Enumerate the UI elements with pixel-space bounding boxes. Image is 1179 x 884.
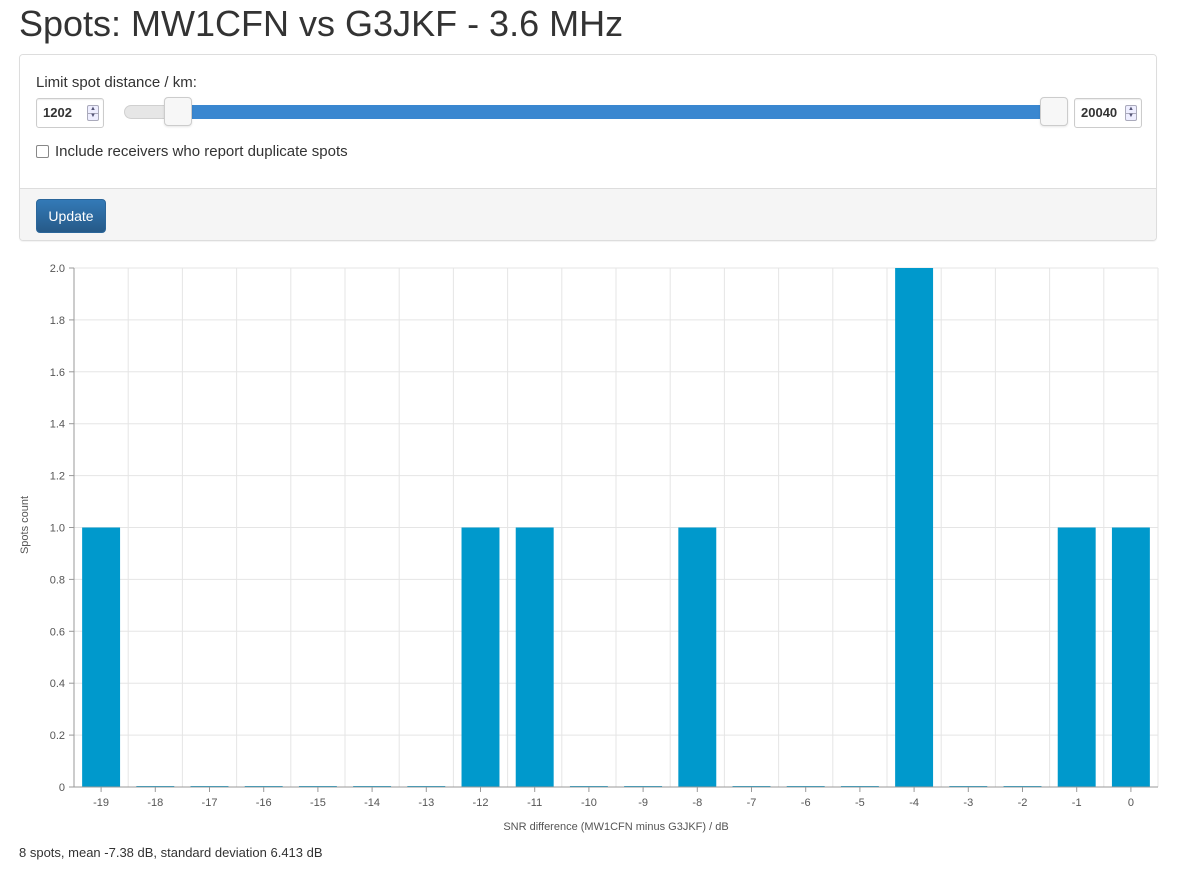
x-tick-label: -14 <box>364 797 380 809</box>
x-tick-label: -19 <box>93 797 109 809</box>
bar <box>461 527 500 787</box>
chart-grid <box>73 267 1159 788</box>
x-tick-label: -17 <box>202 797 218 809</box>
min-distance-input[interactable] <box>43 105 87 120</box>
x-tick-label: -9 <box>638 797 648 809</box>
chart-bars <box>82 268 1150 787</box>
x-tick-label: -2 <box>1018 797 1028 809</box>
spin-down-icon[interactable]: ▼ <box>90 113 96 119</box>
x-tick-label: -15 <box>310 797 326 809</box>
y-tick-labels: 0 0.2 0.4 0.6 0.8 1.0 1.2 1.4 1.6 1.8 2.0 <box>50 263 65 794</box>
x-tick-label: -11 <box>527 797 542 809</box>
x-tick-label: -5 <box>855 797 865 809</box>
limit-distance-label: Limit spot distance / km: <box>36 74 197 91</box>
update-button[interactable]: Update <box>36 199 106 233</box>
filter-panel-body: Limit spot distance / km: ▲ ▼ ▲ ▼ Includ… <box>20 55 1156 188</box>
page-title: Spots: MW1CFN vs G3JKF - 3.6 MHz <box>19 3 624 44</box>
y-tick-label: 0.6 <box>50 626 65 638</box>
x-tick-label: -16 <box>256 797 272 809</box>
x-tick-label: -1 <box>1072 797 1082 809</box>
y-tick-label: 1.4 <box>50 419 65 431</box>
x-tick-label: -6 <box>801 797 811 809</box>
x-tick-label: -7 <box>747 797 757 809</box>
distance-slider-min-handle[interactable] <box>164 97 192 126</box>
x-tick-label: -18 <box>147 797 163 809</box>
filter-panel: Limit spot distance / km: ▲ ▼ ▲ ▼ Includ… <box>19 54 1157 241</box>
max-distance-spinner[interactable]: ▲ ▼ <box>1074 98 1142 128</box>
min-distance-spin-buttons[interactable]: ▲ ▼ <box>87 105 99 121</box>
spin-up-icon[interactable]: ▲ <box>1126 106 1136 114</box>
min-distance-spinner[interactable]: ▲ ▼ <box>36 98 104 128</box>
x-tick-label: -12 <box>473 797 489 809</box>
bar <box>1057 527 1096 787</box>
y-tick-label: 1.6 <box>50 367 65 379</box>
chart-axes <box>69 267 1158 792</box>
include-duplicates-label[interactable]: Include receivers who report duplicate s… <box>55 143 348 160</box>
y-tick-label: 0.8 <box>50 574 65 586</box>
spin-up-icon[interactable]: ▲ <box>88 106 98 114</box>
distance-slider-max-handle[interactable] <box>1040 97 1068 126</box>
bar <box>895 268 934 787</box>
x-tick-label: -13 <box>418 797 434 809</box>
x-axis-label: SNR difference (MW1CFN minus G3JKF) / dB <box>503 821 728 833</box>
bar <box>515 527 554 787</box>
y-axis-label: Spots count <box>19 496 31 554</box>
x-tick-label: -8 <box>692 797 702 809</box>
max-distance-input[interactable] <box>1081 105 1125 120</box>
bar <box>1111 527 1150 787</box>
y-tick-label: 0 <box>59 782 65 794</box>
include-duplicates-checkbox[interactable] <box>36 145 49 158</box>
y-tick-label: 0.4 <box>50 678 65 690</box>
bar <box>678 527 717 787</box>
snr-difference-chart: 0 0.2 0.4 0.6 0.8 1.0 1.2 1.4 1.6 1.8 2.0 -19 -18 -1… <box>19 263 1159 833</box>
x-tick-label: -3 <box>963 797 973 809</box>
x-tick-label: -10 <box>581 797 597 809</box>
filter-panel-footer: Update <box>20 188 1156 240</box>
y-tick-label: 1.0 <box>50 523 65 535</box>
y-tick-label: 1.8 <box>50 315 65 327</box>
bar <box>82 527 121 787</box>
spin-down-icon[interactable]: ▼ <box>1128 113 1134 119</box>
max-distance-spin-buttons[interactable]: ▲ ▼ <box>1125 105 1137 121</box>
y-tick-label: 0.2 <box>50 730 65 742</box>
y-tick-label: 2.0 <box>50 263 65 275</box>
distance-slider-range <box>180 105 1052 119</box>
x-tick-labels: -19 -18 -17 -16 -15 -14 -13 -12 -11 -10 -9 -8 -7 -6 -5… <box>93 797 1134 809</box>
y-tick-label: 1.2 <box>50 471 65 483</box>
x-tick-label: -4 <box>909 797 919 809</box>
x-tick-label: 0 <box>1128 797 1134 809</box>
summary-statistics: 8 spots, mean -7.38 dB, standard deviati… <box>19 845 323 860</box>
